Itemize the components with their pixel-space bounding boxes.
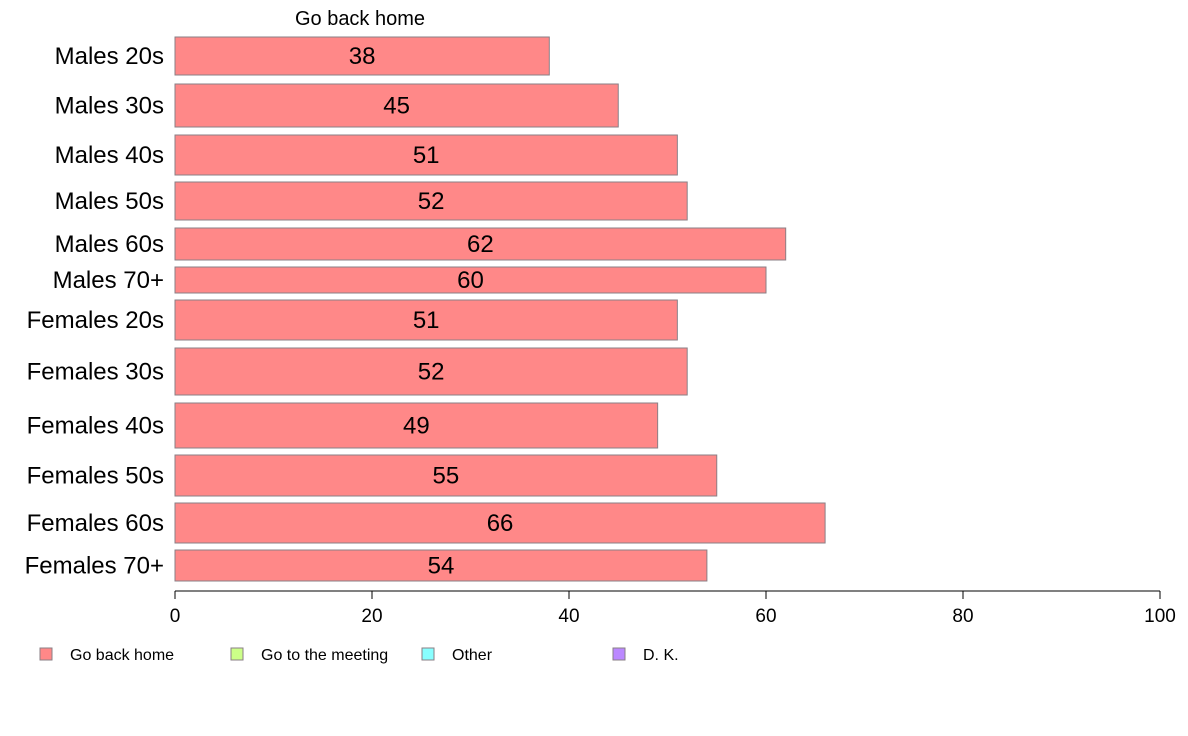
x-tick-label: 80 — [952, 606, 973, 627]
y-tick-label: Females 60s — [27, 510, 164, 537]
bar-value-label: 60 — [457, 267, 484, 294]
legend-label: D. K. — [643, 647, 679, 664]
x-axis: 0 20 40 60 80 100 — [170, 590, 1176, 627]
bar — [174, 299, 678, 341]
y-tick-label: Females 70+ — [25, 553, 164, 580]
y-tick-label: Males 50s — [55, 188, 164, 215]
bar-value-label: 51 — [413, 142, 440, 169]
y-tick-label: Males 40s — [55, 142, 164, 169]
x-tick-label: 100 — [1144, 606, 1176, 627]
y-tick-label: Females 50s — [27, 463, 164, 490]
y-tick-label: Males 70+ — [53, 267, 164, 294]
bar — [174, 402, 659, 449]
y-tick-label: Females 40s — [27, 413, 164, 440]
y-tick-label: Males 60s — [55, 231, 164, 258]
panel-title: Go back home — [295, 8, 425, 30]
legend-swatch — [612, 647, 626, 661]
x-tick-label: 60 — [755, 606, 776, 627]
legend-label: Other — [452, 647, 493, 664]
legend: Go back home Go to the meeting Other D. K. — [39, 647, 679, 664]
bar — [174, 266, 767, 294]
bar-value-label: 55 — [433, 463, 460, 490]
bar-value-label: 66 — [487, 510, 514, 537]
y-tick-label: Males 30s — [55, 93, 164, 120]
bar — [174, 227, 787, 261]
bars-layer: Males 20s 38 Males 30s 45 Males 40s 51 Males 5… — [25, 36, 826, 582]
bar — [174, 134, 678, 176]
bar-value-label: 54 — [428, 553, 455, 580]
bar-value-label: 52 — [418, 359, 445, 386]
bar — [174, 454, 718, 497]
bar-value-label: 51 — [413, 307, 440, 334]
bar-value-label: 49 — [403, 413, 430, 440]
bar-value-label: 52 — [418, 188, 445, 215]
x-tick-label: 0 — [170, 606, 181, 627]
bar — [174, 83, 619, 128]
y-tick-label: Males 20s — [55, 43, 164, 70]
y-tick-label: Females 30s — [27, 359, 164, 386]
bar — [174, 549, 708, 582]
x-tick-label: 20 — [361, 606, 382, 627]
x-tick-label: 40 — [558, 606, 579, 627]
bar — [174, 347, 688, 396]
y-tick-label: Females 20s — [27, 307, 164, 334]
legend-label: Go to the meeting — [261, 647, 388, 664]
legend-swatch — [230, 647, 244, 661]
bar — [174, 36, 550, 76]
bar — [174, 181, 688, 221]
bar-value-label: 62 — [467, 231, 494, 258]
legend-label: Go back home — [70, 647, 174, 664]
bar — [174, 502, 826, 544]
bar-value-label: 45 — [383, 93, 410, 120]
legend-swatch — [421, 647, 435, 661]
bar-value-label: 38 — [349, 43, 376, 70]
legend-swatch — [39, 647, 53, 661]
